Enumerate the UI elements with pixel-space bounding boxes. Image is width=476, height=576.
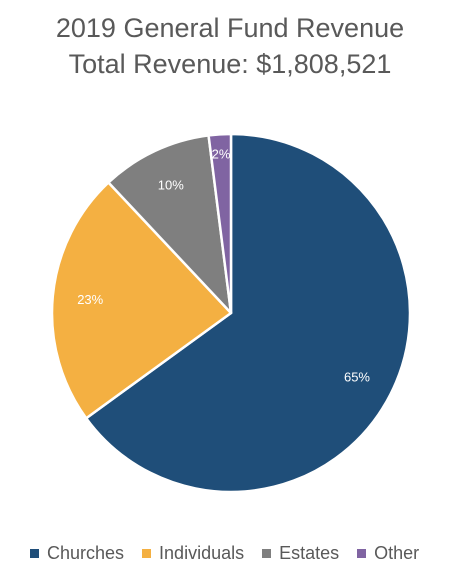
legend-item-estates: Estates (262, 543, 339, 564)
legend-item-other: Other (357, 543, 419, 564)
pie-slice-churches (84, 132, 412, 494)
legend-item-individuals: Individuals (142, 543, 244, 564)
legend-swatch-other (357, 549, 367, 558)
legend-label-individuals: Individuals (159, 543, 245, 563)
data-label-churches: 65% (344, 370, 370, 385)
legend-swatch-estates (262, 549, 272, 558)
chart-legend: Churches Individuals Estates Other (30, 543, 419, 564)
data-label-estates: 10% (158, 178, 184, 193)
chart-title: 2019 General Fund Revenue Total Revenue:… (0, 10, 460, 82)
legend-label-estates: Estates (279, 543, 340, 563)
pie-slice-individuals (50, 181, 233, 420)
legend-swatch-individuals (142, 549, 152, 558)
data-label-individuals: 23% (77, 292, 103, 307)
data-label-other: 2% (212, 147, 231, 162)
pie-slice-other (207, 132, 233, 315)
chart-title-line-1: 2019 General Fund Revenue (55, 13, 405, 43)
legend-label-churches: Churches (47, 543, 125, 563)
legend-label-other: Other (374, 543, 420, 563)
legend-swatch-churches (30, 549, 39, 558)
legend-item-churches: Churches (30, 543, 124, 564)
pie-slice-estates (107, 134, 233, 315)
chart-subtitle: Total Revenue: $1,808,521 (68, 49, 392, 79)
